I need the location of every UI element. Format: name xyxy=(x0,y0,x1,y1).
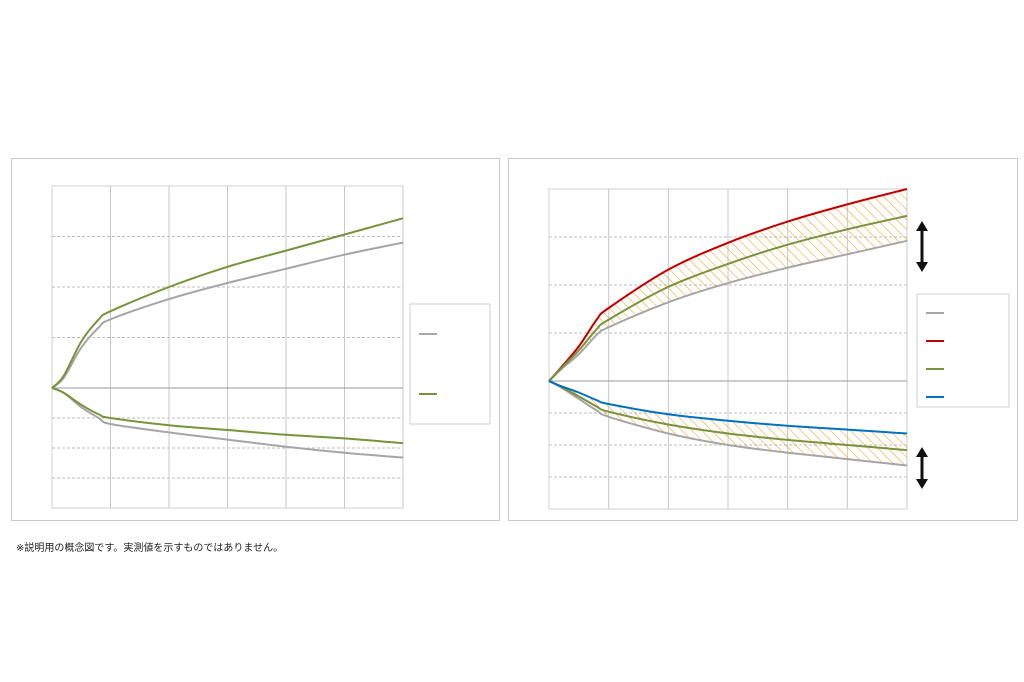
series-line-reb xyxy=(548,214,908,382)
series-line-comp xyxy=(548,380,908,452)
legend-box xyxy=(409,303,491,425)
series-line-reb xyxy=(548,188,908,382)
series-line-comp xyxy=(548,380,908,435)
footnote: ※説明用の概念図です。実測値を示すものではありません。 xyxy=(16,543,284,554)
front-chart-svg xyxy=(51,185,491,509)
range-arrow-head-down xyxy=(916,262,928,272)
rear-chart-svg xyxy=(548,188,1010,510)
legend-box xyxy=(916,293,1010,408)
range-arrow xyxy=(916,447,928,489)
range-arrow-head-down xyxy=(916,479,928,489)
series-line-comp xyxy=(51,387,404,445)
range-arrow-head-up xyxy=(916,447,928,457)
range-arrow-head-up xyxy=(916,221,928,231)
rear-damping-chart xyxy=(508,158,1018,521)
series-line-reb xyxy=(51,241,404,389)
front-damping-chart xyxy=(11,158,500,521)
series-line-comp xyxy=(548,380,908,467)
range-arrow xyxy=(916,221,928,272)
series-line-reb xyxy=(548,239,908,382)
series-line-reb xyxy=(51,217,404,389)
adjustment-band xyxy=(549,381,907,466)
